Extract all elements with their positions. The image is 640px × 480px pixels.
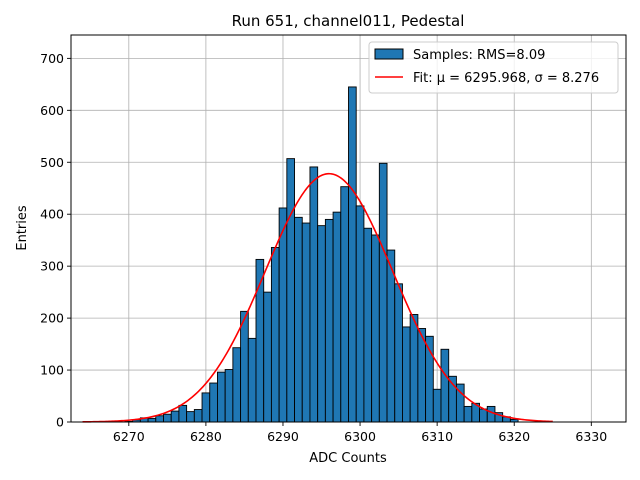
histogram-bar: [217, 371, 226, 423]
y-tick-label: 700: [40, 51, 64, 66]
histogram-bar: [278, 207, 288, 423]
y-tick-label: 100: [40, 363, 64, 378]
legend: Samples: RMS=8.09 Fit: μ = 6295.968, σ =…: [368, 41, 619, 94]
legend-box: [368, 41, 619, 94]
histogram-bar: [201, 392, 211, 423]
histogram-bar: [301, 222, 311, 423]
fit-curve: [82, 172, 553, 423]
histogram-bar: [193, 409, 203, 423]
histogram-bar: [155, 415, 164, 423]
histogram-bar: [163, 413, 172, 423]
x-tick-label: 6320: [498, 429, 530, 444]
histogram-bar: [224, 369, 234, 423]
y-axis: 0 100 200 300 400 500 600 700: [40, 51, 71, 430]
x-tick-label: 6310: [421, 429, 453, 444]
x-tick-label: 6290: [267, 429, 299, 444]
y-axis-label: Entries: [15, 205, 30, 251]
y-tick-label: 300: [40, 259, 64, 274]
histogram-bar: [317, 225, 326, 423]
histogram-bar: [348, 86, 357, 423]
histogram-bar: [486, 405, 496, 423]
legend-swatch-samples: [374, 48, 404, 60]
histogram-bar: [209, 382, 218, 423]
histogram-bar: [294, 216, 303, 423]
histogram-bar: [394, 283, 403, 423]
histogram-bar: [409, 314, 419, 423]
histogram-bar: [432, 388, 442, 423]
y-tick-label: 400: [40, 207, 64, 222]
histogram-bar: [479, 408, 488, 423]
x-axis-label: ADC Counts: [309, 451, 387, 466]
legend-label-fit: Fit: μ = 6295.968, σ = 8.276: [413, 71, 599, 86]
histogram-bar: [363, 227, 373, 423]
histogram-bar: [440, 348, 450, 423]
histogram-bar: [378, 162, 388, 423]
histogram-bar: [186, 411, 195, 423]
histogram-bar: [240, 310, 249, 423]
x-axis: 6270 6280 6290 6300 6310 6320 6330: [113, 422, 607, 444]
plot-frame: [70, 34, 627, 423]
x-tick-label: 6300: [344, 429, 376, 444]
x-tick-label: 6280: [190, 429, 222, 444]
x-tick-label: 6330: [575, 429, 607, 444]
histogram-bar: [402, 326, 411, 423]
legend-label-samples: Samples: RMS=8.09: [413, 48, 545, 63]
histogram-bar: [170, 410, 180, 423]
chart-title: Run 651, channel011, Pedestal: [232, 12, 465, 30]
histogram-bar: [340, 186, 349, 423]
y-tick-label: 200: [40, 311, 64, 326]
histogram-bar: [286, 158, 295, 423]
x-tick-label: 6270: [113, 429, 145, 444]
y-tick-label: 500: [40, 155, 64, 170]
histogram-bar: [263, 291, 272, 423]
histogram-bar: [232, 347, 242, 423]
histogram-bar: [332, 211, 342, 423]
y-tick-label: 600: [40, 103, 64, 118]
histogram-bars: [124, 86, 519, 423]
histogram-bar: [324, 218, 334, 423]
histogram-bar: [247, 337, 257, 423]
histogram-bar: [355, 205, 365, 423]
histogram-bar: [463, 405, 473, 423]
histogram-bar: [309, 166, 319, 423]
y-tick-label: 0: [56, 415, 64, 430]
histogram-bar: [270, 247, 280, 423]
histogram-bar: [371, 234, 380, 423]
histogram-bar: [178, 404, 188, 423]
histogram-bar: [147, 417, 157, 423]
histogram-bar: [386, 249, 396, 423]
